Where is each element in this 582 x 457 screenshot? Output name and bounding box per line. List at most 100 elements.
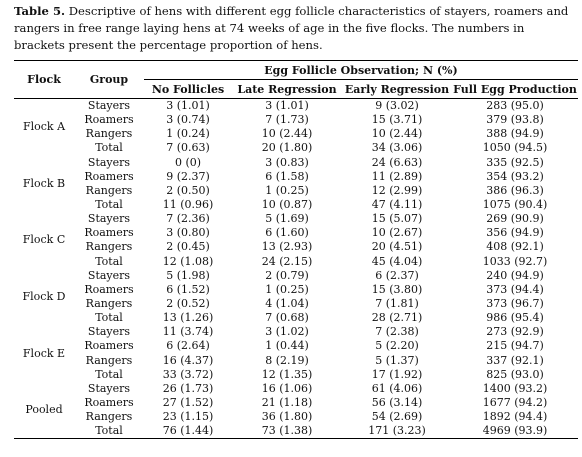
caption-text: Descriptive of hens with different egg f… [14,4,569,52]
table-row: Rangers 2 (0.50) 1 (0.25) 12 (2.99) 386 (96.… [14,184,578,198]
value-cell: 20 (4.51) [371,240,423,254]
group-cell: Rangers [85,410,133,424]
group-cell: Total [95,141,123,155]
value-cell: 10 (2.44) [371,127,423,141]
value-cell: 24 (2.15) [261,254,313,268]
group-cell: Stayers [87,212,131,226]
group-cell: Total [95,424,123,438]
value-cell: 15 (5.07) [371,212,423,226]
value-cell: 3 (1.01) [265,99,309,113]
value-cell: 3 (0.83) [265,155,309,169]
value-cell: 33 (3.72) [162,367,214,381]
value-cell: 3 (0.80) [166,226,210,240]
value-cell: 269 (90.9) [486,212,544,226]
value-cell: 6 (2.64) [166,339,210,353]
flock-name: Flock E [22,346,66,360]
value-cell: 1075 (90.4) [482,198,548,212]
group-cell: Roamers [84,339,134,353]
value-cell: 9 (2.37) [166,169,210,183]
table-row: Roamers 27 (1.52) 21 (1.18) 56 (3.14) 1677 (… [14,396,578,410]
table-body: Flock A Stayers 3 (1.01) 3 (1.01) 9 (3.02) 28… [14,98,578,439]
value-cell: 2 (0.50) [166,183,210,197]
table-row: Rangers 23 (1.15) 36 (1.80) 54 (2.69) 1892 (… [14,410,578,424]
header-flock: Flock [27,73,61,86]
value-cell: 54 (2.69) [371,410,423,424]
table-row: Total 76 (1.44) 73 (1.38) 171 (3.23) 4969 (9… [14,424,578,439]
value-cell: 354 (93.2) [486,169,544,183]
group-cell: Total [95,367,123,381]
value-cell: 3 (1.01) [166,99,210,113]
value-cell: 27 (1.52) [162,396,214,410]
value-cell: 3 (1.02) [265,325,309,339]
value-cell: 6 (1.52) [166,282,210,296]
value-cell: 7 (0.63) [166,141,210,155]
group-cell: Rangers [85,183,133,197]
header-observation: Egg Follicle Observation; N (%) [264,63,458,77]
value-cell: 6 (1.60) [265,226,309,240]
value-cell: 5 (1.69) [265,212,309,226]
value-cell: 15 (3.71) [371,113,423,127]
value-cell: 2 (0.45) [166,240,210,254]
table-row: Flock E Stayers 11 (3.74) 3 (1.02) 7 (2.38) 2… [14,325,578,359]
group-cell: Stayers [87,268,131,282]
table-row: Rangers 16 (4.37) 8 (2.19) 5 (1.37) 337 (92.… [14,354,578,368]
value-cell: 5 (1.37) [375,353,419,367]
value-cell: 21 (1.18) [261,396,313,410]
value-cell: 56 (3.14) [371,396,423,410]
value-cell: 9 (3.02) [375,99,419,113]
value-cell: 13 (1.26) [162,311,214,325]
value-cell: 1892 (94.4) [482,410,548,424]
header-late-regression: Late Regression [237,82,337,96]
value-cell: 28 (2.71) [371,311,423,325]
value-cell: 8 (2.19) [265,353,309,367]
value-cell: 16 (1.06) [261,381,313,395]
table-row: Roamers 3 (0.80) 6 (1.60) 10 (2.67) 356 (94.… [14,226,578,240]
flock-name: Flock B [22,176,66,190]
table-row: Rangers 1 (0.24) 10 (2.44) 10 (2.44) 388 (94… [14,127,578,141]
value-cell: 373 (94.4) [486,282,544,296]
flock-name: Flock D [22,289,66,303]
value-cell: 215 (94.7) [486,339,544,353]
value-cell: 4969 (93.9) [482,424,548,438]
value-cell: 6 (1.58) [265,169,309,183]
value-cell: 825 (93.0) [486,367,544,381]
group-cell: Roamers [84,169,134,183]
flock-name: Flock C [22,233,66,247]
header-no-follicles: No Follicles [151,82,225,96]
value-cell: 76 (1.44) [162,424,214,438]
value-cell: 11 (3.74) [162,325,214,339]
table-row: Rangers 2 (0.45) 13 (2.93) 20 (4.51) 408 (92… [14,240,578,254]
group-cell: Stayers [87,381,131,395]
value-cell: 1 (0.25) [265,282,309,296]
value-cell: 10 (0.87) [261,198,313,212]
data-table: Flock Group Egg Follicle Observation; N … [14,60,578,439]
value-cell: 240 (94.9) [486,268,544,282]
value-cell: 16 (4.37) [162,353,214,367]
flock-name: Pooled [25,403,63,417]
table-row: Roamers 6 (1.52) 1 (0.25) 15 (3.80) 373 (94.… [14,283,578,297]
value-cell: 61 (4.06) [371,381,423,395]
group-cell: Rangers [85,127,133,141]
value-cell: 2 (0.79) [265,268,309,282]
value-cell: 15 (3.80) [371,282,423,296]
value-cell: 1 (0.44) [265,339,309,353]
value-cell: 11 (2.89) [371,169,423,183]
value-cell: 1400 (93.2) [482,381,548,395]
table-row: Total 13 (1.26) 7 (0.68) 28 (2.71) 986 (95.4… [14,311,578,325]
value-cell: 17 (1.92) [371,367,423,381]
value-cell: 1050 (94.5) [482,141,548,155]
value-cell: 373 (96.7) [486,297,544,311]
group-cell: Total [95,311,123,325]
value-cell: 1 (0.25) [265,183,309,197]
value-cell: 12 (1.08) [162,254,214,268]
group-cell: Stayers [87,155,131,169]
table-row: Roamers 9 (2.37) 6 (1.58) 11 (2.89) 354 (93.… [14,170,578,184]
group-cell: Stayers [87,99,131,113]
value-cell: 386 (96.3) [486,183,544,197]
header-group: Group [89,73,129,86]
value-cell: 13 (2.93) [261,240,313,254]
caption-label: Table 5. [14,4,66,18]
group-cell: Total [95,198,123,212]
value-cell: 986 (95.4) [486,311,544,325]
value-cell: 1677 (94.2) [482,396,548,410]
